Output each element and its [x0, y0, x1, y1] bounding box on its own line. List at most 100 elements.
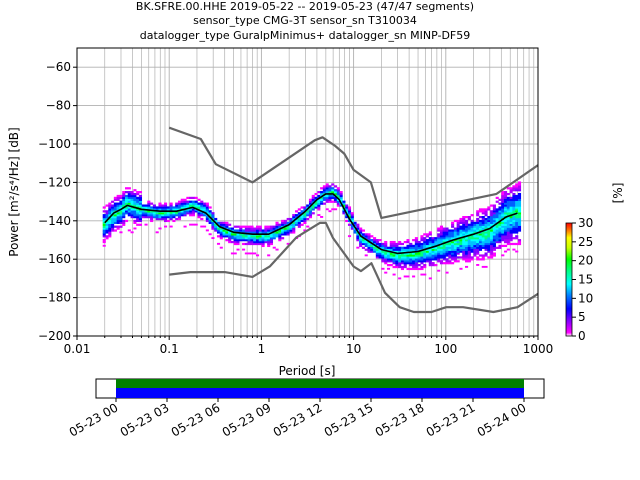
- heatmap-cell: [108, 227, 112, 230]
- heatmap-cell: [448, 231, 452, 234]
- heatmap-cell: [490, 212, 494, 215]
- heatmap-cell: [172, 206, 176, 209]
- heatmap-cell: [208, 214, 212, 217]
- heatmap-cell: [233, 235, 237, 238]
- time-tick-label: 05-23 12: [271, 400, 325, 439]
- heatmap-cell: [439, 233, 444, 236]
- heatmap-cell: [414, 264, 418, 267]
- heatmap-cell: [504, 225, 508, 228]
- heatmap-cell: [197, 214, 201, 217]
- heatmap-cell: [481, 227, 485, 230]
- heatmap-cell: [350, 212, 354, 215]
- heatmap-cell: [164, 204, 168, 207]
- heatmap-cell: [311, 200, 315, 203]
- heatmap-cell: [359, 229, 363, 232]
- heatmap-cell: [501, 229, 505, 232]
- heatmap-cell: [409, 258, 413, 261]
- heatmap-cell: [481, 221, 485, 224]
- psd-plot-area: 0.01 0.1 1 10 100 1000 −200−180−160−140−120−1…: [7, 47, 553, 378]
- heatmap-cell: [373, 250, 377, 253]
- heatmap-cell: [462, 242, 466, 246]
- heatmap-cell: [515, 208, 519, 211]
- heatmap-cell: [345, 204, 349, 207]
- heatmap-cell: [406, 240, 410, 244]
- heatmap-cell: [169, 208, 173, 211]
- heatmap-cell: [164, 216, 168, 219]
- heatmap-cell: [158, 227, 162, 230]
- heatmap-cell: [122, 194, 126, 198]
- heatmap-cell: [116, 212, 120, 215]
- heatmap-cell: [127, 206, 131, 209]
- heatmap-cell: [286, 242, 290, 245]
- heatmap-cell: [484, 219, 488, 223]
- heatmap-cell: [381, 258, 385, 261]
- heatmap-cell: [281, 233, 285, 236]
- heatmap-cell: [478, 258, 483, 261]
- heatmap-cell: [439, 248, 444, 251]
- heatmap-cell: [225, 227, 229, 230]
- heatmap-cell: [191, 204, 195, 207]
- heatmap-cell: [111, 219, 115, 223]
- heatmap-cell: [403, 248, 407, 251]
- heatmap-cell: [456, 229, 460, 232]
- heatmap-cell: [420, 265, 424, 269]
- heatmap-cell: [517, 242, 522, 246]
- heatmap-cell: [308, 216, 313, 219]
- heatmap-cell: [334, 189, 338, 192]
- heatmap-cell: [504, 202, 508, 205]
- heatmap-cell: [164, 212, 168, 215]
- heatmap-cell: [506, 235, 510, 238]
- heatmap-cell: [124, 191, 129, 194]
- heatmap-cell: [275, 225, 279, 228]
- heatmap-cell: [127, 191, 131, 194]
- heatmap-cell: [180, 200, 184, 203]
- heatmap-cell: [205, 206, 209, 209]
- heatmap-cell: [400, 250, 404, 253]
- heatmap-cell: [501, 239, 505, 242]
- heatmap-cell: [504, 219, 508, 223]
- heatmap-cell: [130, 198, 134, 201]
- heatmap-cell: [420, 273, 424, 276]
- heatmap-cell: [417, 264, 421, 267]
- heatmap-cell: [459, 233, 463, 236]
- heatmap-cell: [492, 214, 496, 217]
- heatmap-cell: [470, 244, 474, 248]
- heatmap-cell: [384, 248, 388, 251]
- heatmap-cell: [306, 206, 310, 209]
- heatmap-cell: [127, 196, 131, 200]
- heatmap-cell: [219, 221, 223, 224]
- heatmap-cell: [261, 237, 265, 240]
- heatmap-cell: [244, 231, 248, 234]
- heatmap-cell: [400, 254, 404, 257]
- heatmap-cell: [133, 204, 137, 207]
- heatmap-cell: [512, 225, 516, 228]
- heatmap-cell: [150, 206, 154, 209]
- heatmap-cell: [102, 240, 106, 244]
- heatmap-cell: [359, 239, 363, 242]
- heatmap-cell: [453, 242, 457, 246]
- heatmap-cell: [272, 246, 276, 249]
- heatmap-cell: [255, 240, 260, 244]
- heatmap-cell: [462, 256, 466, 259]
- heatmap-cell: [113, 219, 117, 223]
- heatmap-cell: [150, 217, 154, 221]
- heatmap-cell: [445, 233, 449, 236]
- heatmap-cell: [501, 216, 505, 219]
- heatmap-cell: [492, 248, 496, 251]
- heatmap-cell: [481, 217, 485, 221]
- heatmap-cell: [414, 260, 418, 263]
- heatmap-cell: [478, 240, 483, 244]
- heatmap-cell: [211, 237, 215, 240]
- heatmap-cell: [392, 262, 396, 265]
- heatmap-cell: [487, 244, 491, 248]
- heatmap-cell: [437, 252, 441, 255]
- heatmap-cell: [239, 229, 243, 232]
- heatmap-cell: [490, 223, 494, 226]
- heatmap-cell: [138, 217, 143, 221]
- heatmap-cell: [124, 196, 129, 200]
- heatmap-cell: [517, 216, 522, 219]
- heatmap-cell: [490, 252, 494, 255]
- heatmap-cell: [269, 239, 274, 242]
- heatmap-cell: [297, 212, 301, 215]
- heatmap-cell: [328, 191, 332, 194]
